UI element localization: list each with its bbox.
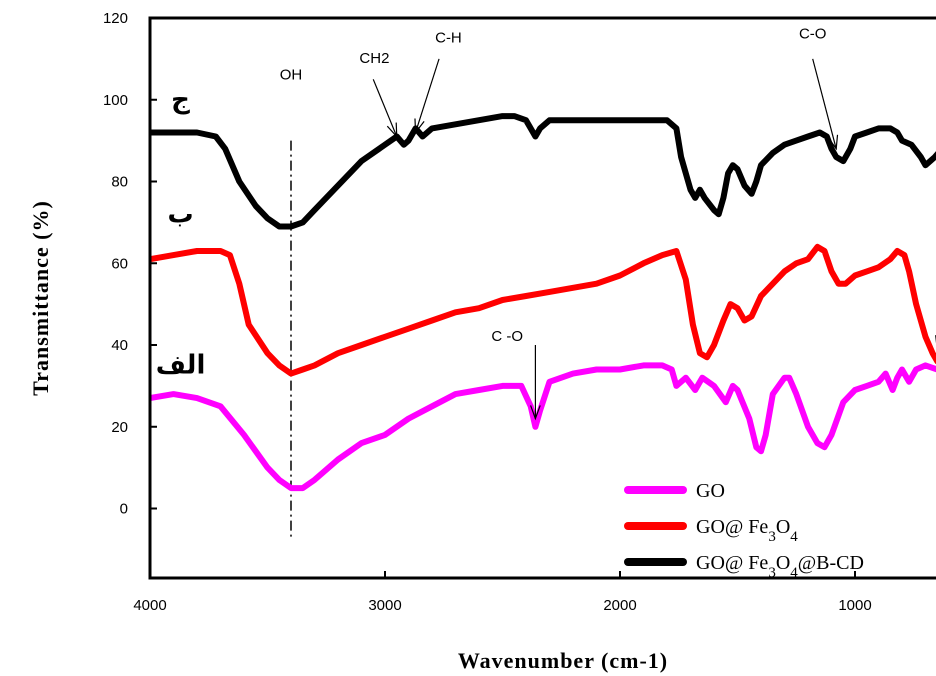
y-tick-label: 20 — [111, 419, 128, 436]
series-line-2 — [150, 113, 936, 230]
x-axis-title: Wavenumber (cm-1) — [458, 648, 668, 673]
legend-entry: GO@ Fe3O4@B-CD — [696, 552, 864, 581]
annotation-label: CH2 — [359, 50, 389, 67]
plot-frame — [148, 16, 936, 580]
annotation-label: C-H — [435, 30, 462, 47]
curve-label: الف — [156, 351, 206, 381]
annotation-arrow — [414, 58, 440, 133]
y-axis-title: Transmittance (%) — [28, 200, 53, 396]
series-lines — [150, 113, 936, 492]
legend-entry: GO — [696, 480, 725, 502]
y-tick-label: 60 — [111, 255, 128, 272]
arrow-head — [827, 134, 839, 151]
annotation-arrow — [812, 58, 837, 149]
y-tick-label: 120 — [103, 10, 128, 27]
annotation-label: C-O — [799, 25, 827, 42]
arrow-head — [414, 118, 425, 135]
y-tick-label: 80 — [111, 174, 128, 191]
series-line-1 — [150, 243, 936, 377]
legend: GO GO@ Fe3O4 GO@ Fe3O4@B-CD — [624, 480, 864, 581]
x-tick-label: 4000 — [133, 597, 166, 614]
y-tick-label: 40 — [111, 337, 128, 354]
x-tick-label: 2000 — [603, 597, 636, 614]
y-tick-label: 0 — [120, 501, 128, 518]
curve-labels: ج ب الف — [156, 85, 206, 381]
series-line-0 — [150, 362, 936, 492]
arrow-head — [386, 122, 398, 139]
arrow-head — [530, 405, 541, 421]
y-axis-ticks: 0 20 40 60 80 100 120 — [103, 10, 157, 518]
x-tick-label: 3000 — [368, 597, 401, 614]
annotation-label: C -O — [491, 328, 523, 345]
x-tick-label: 1000 — [838, 597, 871, 614]
annotation-label: OH — [280, 66, 303, 83]
annotation-arrow — [372, 79, 398, 137]
curve-label: ج — [171, 85, 190, 115]
legend-entry: GO@ Fe3O4 — [696, 516, 798, 545]
curve-label: ب — [167, 199, 193, 229]
y-tick-label: 100 — [103, 92, 128, 109]
